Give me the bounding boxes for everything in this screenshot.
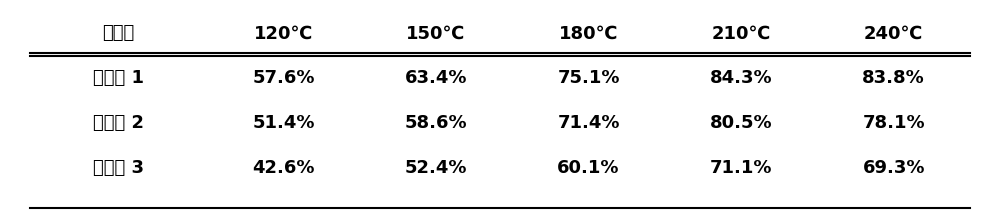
Text: 71.4%: 71.4% bbox=[557, 114, 620, 132]
Text: 210℃: 210℃ bbox=[712, 24, 771, 42]
Text: 实施例: 实施例 bbox=[102, 24, 135, 42]
Text: 58.6%: 58.6% bbox=[405, 114, 467, 132]
Text: 78.1%: 78.1% bbox=[862, 114, 925, 132]
Text: 84.3%: 84.3% bbox=[710, 69, 772, 87]
Text: 60.1%: 60.1% bbox=[557, 159, 620, 177]
Text: 71.1%: 71.1% bbox=[710, 159, 772, 177]
Text: 180℃: 180℃ bbox=[559, 24, 618, 42]
Text: 83.8%: 83.8% bbox=[862, 69, 925, 87]
Text: 150℃: 150℃ bbox=[406, 24, 466, 42]
Text: 240℃: 240℃ bbox=[864, 24, 923, 42]
Text: 实施例 1: 实施例 1 bbox=[93, 69, 144, 87]
Text: 69.3%: 69.3% bbox=[862, 159, 925, 177]
Text: 42.6%: 42.6% bbox=[252, 159, 315, 177]
Text: 80.5%: 80.5% bbox=[710, 114, 772, 132]
Text: 120℃: 120℃ bbox=[254, 24, 313, 42]
Text: 63.4%: 63.4% bbox=[405, 69, 467, 87]
Text: 实施例 2: 实施例 2 bbox=[93, 114, 144, 132]
Text: 51.4%: 51.4% bbox=[252, 114, 315, 132]
Text: 实施例 3: 实施例 3 bbox=[93, 159, 144, 177]
Text: 57.6%: 57.6% bbox=[252, 69, 315, 87]
Text: 75.1%: 75.1% bbox=[557, 69, 620, 87]
Text: 52.4%: 52.4% bbox=[405, 159, 467, 177]
